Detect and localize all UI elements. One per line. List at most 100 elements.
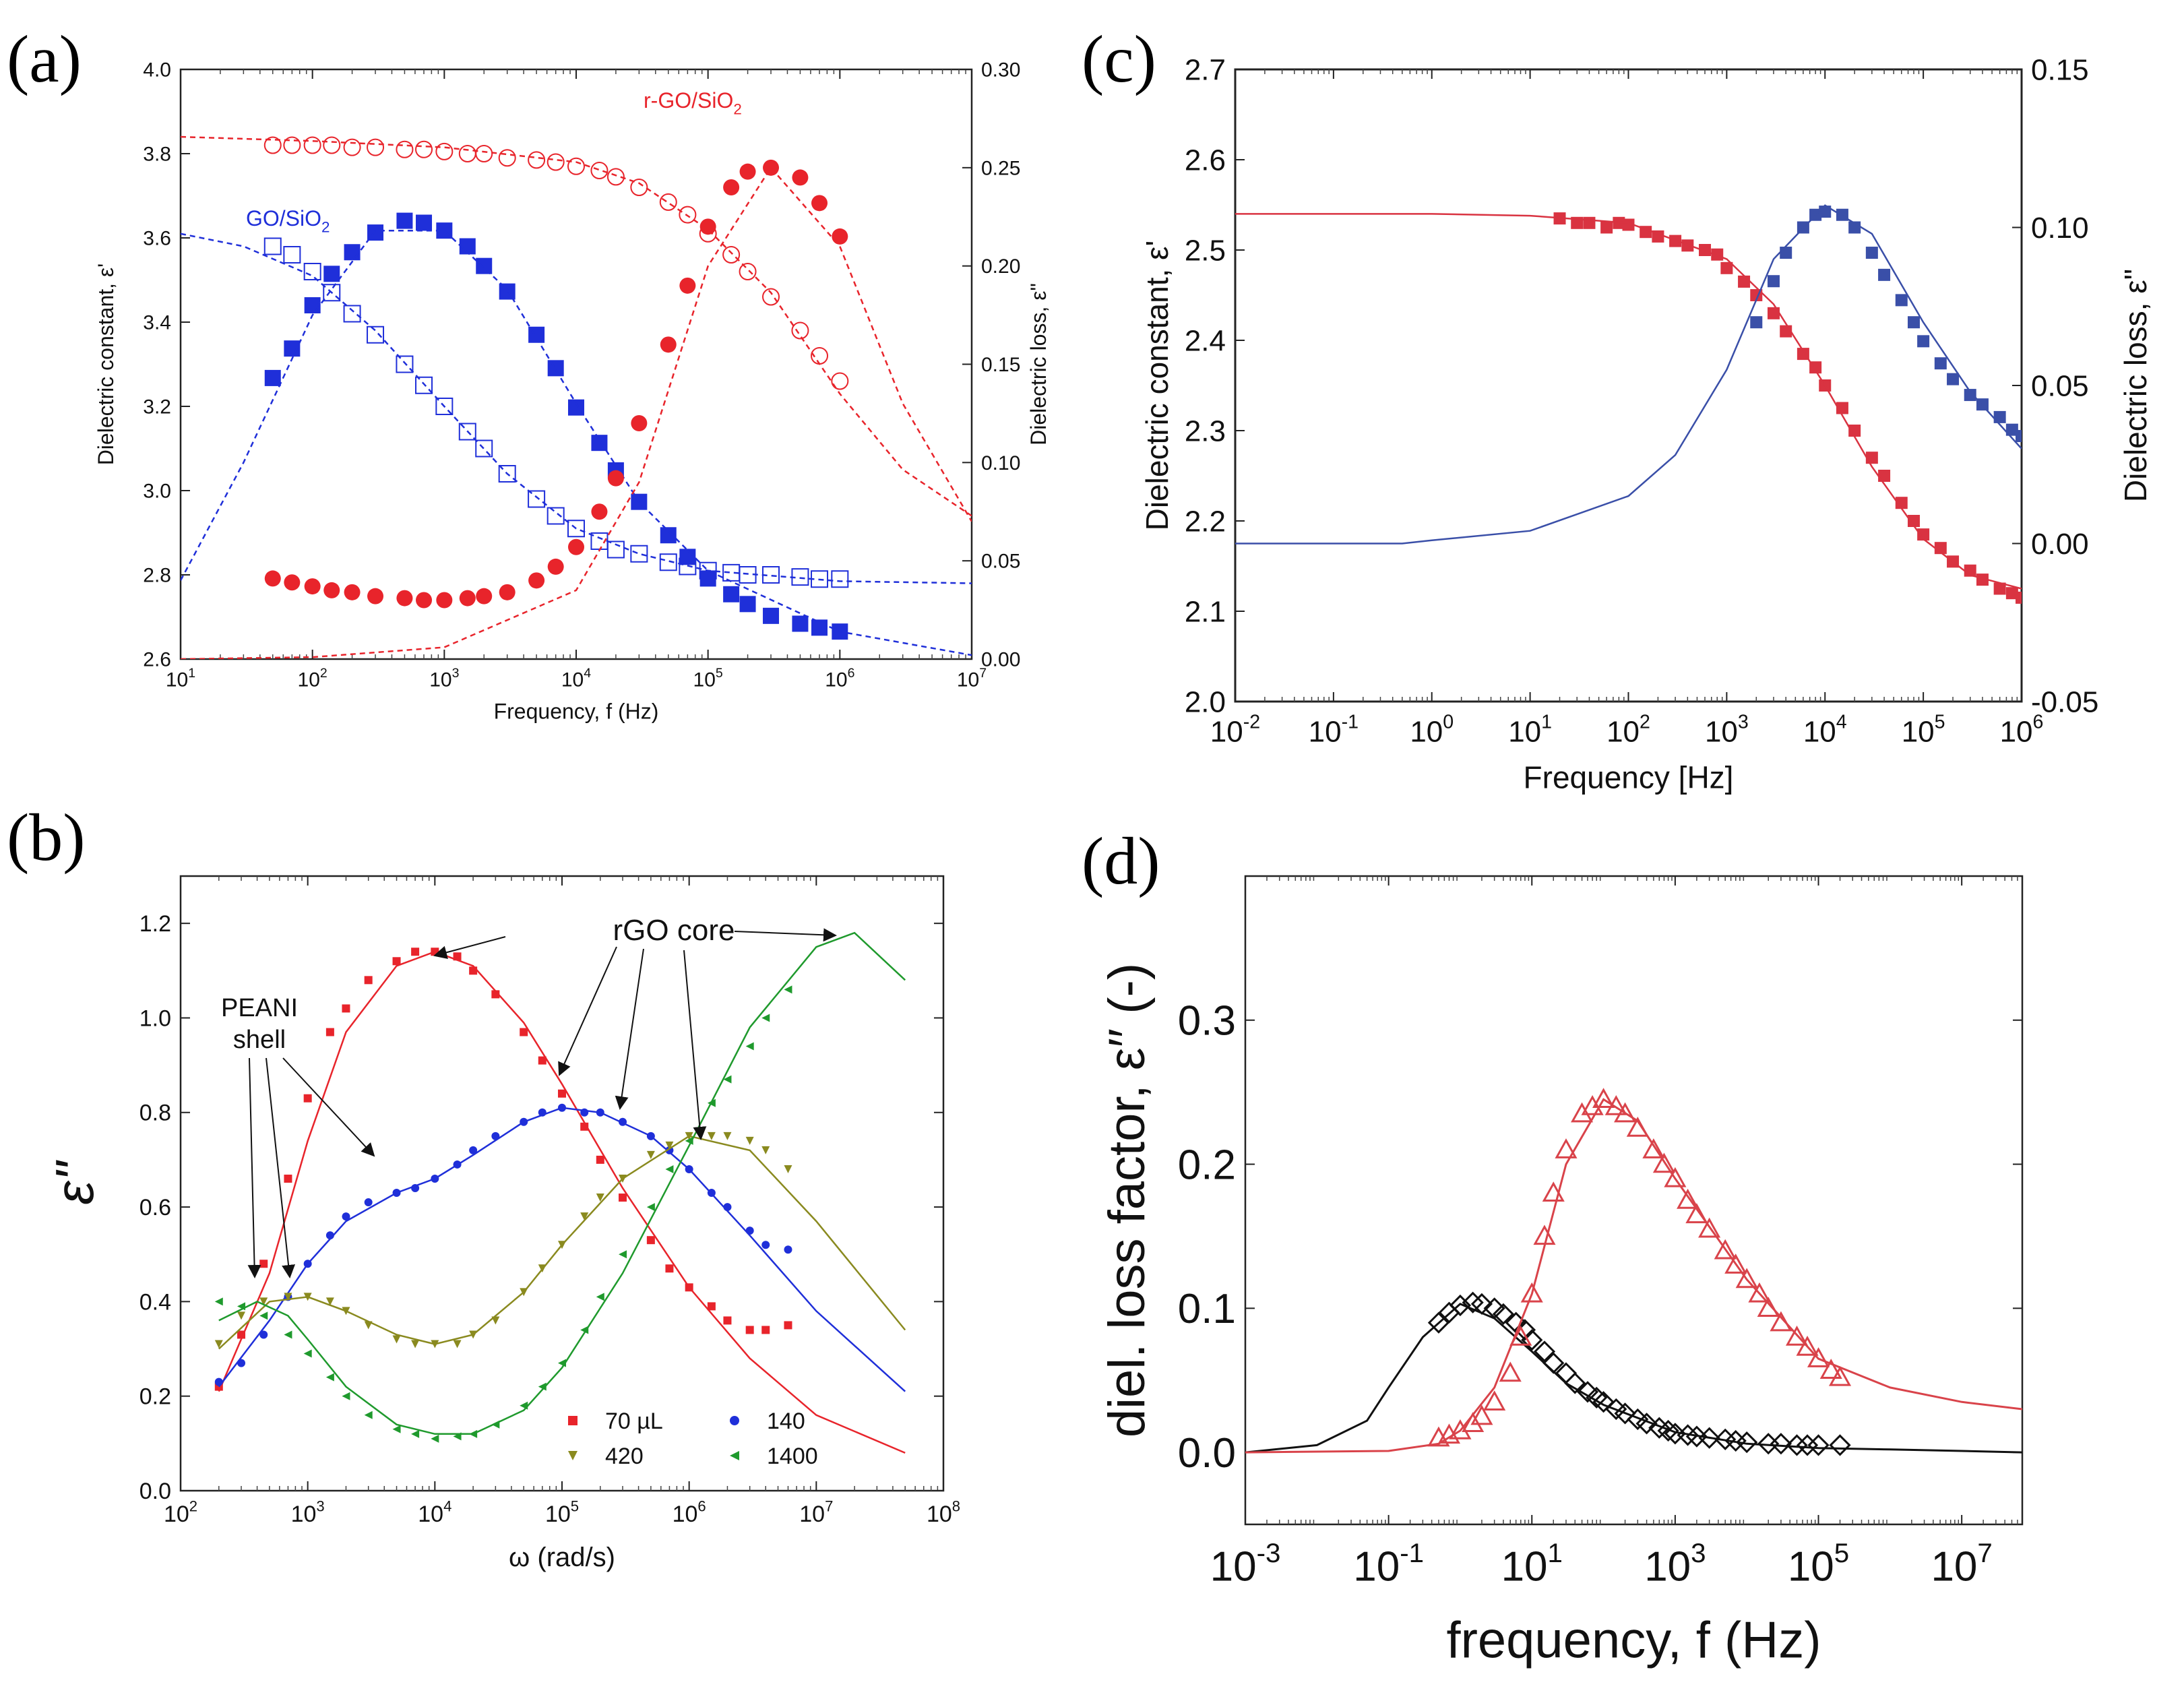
data-point-b-4 [646, 1150, 655, 1159]
data-point-a-2 [811, 619, 828, 636]
data-point-b-6 [364, 1410, 373, 1419]
x-tick-label-b: 105 [545, 1498, 579, 1527]
data-point-a-0 [458, 423, 476, 441]
x-tick-label-c: 101 [1508, 712, 1552, 749]
data-point-a-4 [343, 138, 361, 156]
data-point-b-6 [325, 1373, 334, 1382]
data-point-b-0 [646, 1236, 655, 1245]
data-point-a-4 [831, 372, 849, 390]
y-tick-label-c: 2.4 [1185, 324, 1226, 357]
data-point-c-0 [1917, 528, 1930, 541]
data-point-a-4 [590, 162, 609, 179]
legend-marker-2 [568, 1451, 578, 1460]
data-point-a-6 [723, 179, 740, 195]
data-point-d-2 [1470, 1404, 1493, 1425]
data-point-a-6 [739, 163, 756, 180]
series-line-b-7 [218, 931, 906, 1435]
x-axis-label-d: frequency, f (Hz) [1446, 1612, 1821, 1669]
plot-area-c [1235, 204, 2022, 604]
data-point-b-4 [665, 1141, 674, 1150]
data-point-a-0 [343, 305, 361, 323]
x-axis-label-c: Frequency [Hz] [1524, 760, 1734, 795]
data-point-a-4 [528, 151, 546, 169]
data-point-c-0 [1622, 218, 1635, 231]
data-point-b-6 [392, 1425, 401, 1433]
series-line-b-1 [218, 950, 906, 1454]
x-tick-label-c: 10-2 [1210, 712, 1260, 749]
data-point-c-0 [1895, 497, 1908, 509]
y2-tick-label-a: 0.15 [981, 354, 1020, 376]
data-point-b-0 [259, 1260, 268, 1268]
data-point-c-2 [1878, 268, 1891, 281]
data-point-c-2 [1895, 294, 1908, 307]
data-point-b-0 [558, 1089, 566, 1098]
data-point-d-0 [1533, 1340, 1556, 1363]
data-point-b-0 [303, 1094, 312, 1103]
data-point-c-2 [2005, 423, 2018, 436]
y-axis-label-c: Dielectric constant, ε' [1140, 241, 1175, 531]
plot-frame-c [1234, 68, 2023, 703]
data-point-a-2 [284, 340, 301, 357]
data-point-c-0 [1720, 261, 1733, 274]
data-point-b-2 [469, 1146, 478, 1154]
data-point-a-2 [792, 615, 809, 632]
data-point-a-4 [606, 168, 625, 186]
data-point-a-2 [763, 607, 780, 624]
legend-label-1: 140 [767, 1408, 805, 1434]
data-point-c-0 [1907, 515, 1920, 527]
data-point-a-6 [284, 574, 301, 591]
y-tick-label-d: 0.0 [1178, 1430, 1236, 1477]
x-tick-label-b: 102 [164, 1498, 197, 1527]
annotation-rgo-core: rGO core [613, 914, 735, 947]
y-tick-label-a: 3.6 [143, 228, 171, 250]
data-point-c-2 [1780, 247, 1792, 259]
series-line-a-1 [181, 232, 972, 584]
data-point-a-6 [396, 590, 413, 607]
data-point-a-0 [263, 237, 282, 255]
series-line-a-3 [181, 229, 972, 656]
data-point-d-0 [1786, 1434, 1808, 1456]
data-point-d-2 [1642, 1138, 1665, 1158]
data-point-d-2 [1677, 1188, 1699, 1209]
data-point-b-6 [665, 1165, 674, 1173]
y2-tick-label-c: 0.00 [2031, 528, 2089, 561]
x-tick-label-a: 103 [429, 666, 459, 691]
data-point-a-0 [831, 570, 849, 588]
data-point-c-0 [1600, 221, 1613, 234]
x-tick-label-c: 102 [1606, 712, 1650, 749]
arrow-peani-3 [282, 1057, 375, 1157]
data-point-a-0 [547, 507, 565, 525]
y2-axis-label-c: Dielectric loss, ε" [2118, 269, 2153, 502]
data-point-b-6 [619, 1250, 627, 1259]
data-point-d-0 [1492, 1303, 1515, 1326]
data-point-b-6 [745, 1042, 754, 1051]
data-point-a-2 [323, 266, 340, 282]
x-tick-label-c: 106 [2000, 712, 2044, 749]
data-point-d-0 [1698, 1427, 1720, 1449]
data-point-b-6 [784, 985, 792, 994]
data-point-d-0 [1829, 1434, 1851, 1456]
data-point-b-0 [284, 1174, 292, 1183]
x-tick-label-a: 102 [298, 666, 327, 691]
y-tick-label-b: 1.2 [139, 911, 171, 937]
data-point-b-4 [325, 1297, 334, 1306]
data-point-b-6 [580, 1326, 589, 1334]
data-point-a-4 [762, 288, 780, 306]
y-tick-label-c: 2.3 [1185, 414, 1226, 447]
data-point-a-2 [264, 369, 281, 386]
data-point-b-4 [580, 1212, 589, 1221]
data-point-c-0 [1976, 574, 1989, 586]
data-point-c-2 [1750, 316, 1763, 329]
data-point-c-0 [1738, 275, 1751, 288]
data-point-a-4 [630, 179, 648, 196]
series-line-d-3 [1245, 1098, 2022, 1454]
plot-area-a [181, 135, 972, 659]
panel-d: 10-3 10-1 101 103 105 107 0.0 0.1 0.2 0.3 frequenc… [1098, 875, 2024, 1669]
x-axis-label-b: ω (rad/s) [509, 1543, 615, 1572]
y-tick-label-b: 0.8 [139, 1100, 171, 1126]
y-tick-label-a: 3.4 [143, 312, 171, 334]
y-tick-label-a: 3.2 [143, 396, 171, 418]
data-point-d-0 [1592, 1391, 1615, 1413]
y2-tick-label-c: 0.05 [2031, 369, 2089, 402]
y2-tick-label-c: 0.15 [2031, 53, 2089, 86]
